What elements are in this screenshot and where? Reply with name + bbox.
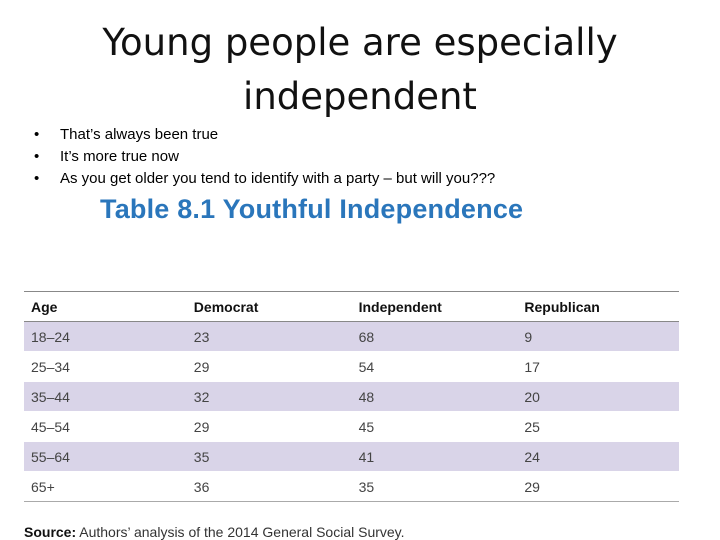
cell-republican: 20 bbox=[517, 381, 679, 412]
table-row: 55–64 35 41 24 bbox=[24, 441, 679, 472]
table-row: 18–24 23 68 9 bbox=[24, 321, 679, 352]
table-row: 35–44 32 48 20 bbox=[24, 381, 679, 412]
header-age: Age bbox=[24, 291, 187, 322]
table-row: 65+ 36 35 29 bbox=[24, 471, 679, 502]
cell-independent: 68 bbox=[351, 321, 518, 352]
bullet-list: That’s always been true It’s more true n… bbox=[32, 124, 495, 190]
header-independent: Independent bbox=[351, 291, 518, 322]
slide-title-line-2: independent bbox=[243, 75, 477, 118]
cell-independent: 54 bbox=[351, 351, 518, 382]
cell-age: 65+ bbox=[24, 471, 187, 502]
header-democrat: Democrat bbox=[186, 291, 352, 322]
cell-democrat: 29 bbox=[186, 351, 352, 382]
slide-title-line-1: Young people are especially bbox=[102, 21, 618, 64]
cell-republican: 24 bbox=[517, 441, 679, 472]
cell-age: 25–34 bbox=[24, 351, 187, 382]
cell-age: 35–44 bbox=[24, 381, 187, 412]
cell-democrat: 36 bbox=[186, 471, 352, 502]
cell-independent: 41 bbox=[351, 441, 518, 472]
cell-democrat: 35 bbox=[186, 441, 352, 472]
source-label: Source: bbox=[24, 524, 77, 540]
table-row: 45–54 29 45 25 bbox=[24, 411, 679, 442]
cell-democrat: 23 bbox=[186, 321, 352, 352]
table-header-row: Age Democrat Independent Republican bbox=[24, 291, 679, 322]
table-title: Table 8.1 Youthful Independence bbox=[100, 194, 524, 224]
cell-democrat: 29 bbox=[186, 411, 352, 442]
cell-independent: 45 bbox=[351, 411, 518, 442]
bullet-item: It’s more true now bbox=[32, 146, 495, 168]
header-republican: Republican bbox=[517, 291, 679, 322]
bullet-item: That’s always been true bbox=[32, 124, 495, 146]
cell-republican: 29 bbox=[517, 471, 679, 502]
cell-age: 18–24 bbox=[24, 321, 187, 352]
cell-independent: 35 bbox=[351, 471, 518, 502]
table-row: 25–34 29 54 17 bbox=[24, 351, 679, 382]
cell-democrat: 32 bbox=[186, 381, 352, 412]
data-table: Age Democrat Independent Republican 18–2… bbox=[24, 291, 679, 502]
cell-republican: 25 bbox=[517, 411, 679, 442]
bullet-item: As you get older you tend to identify wi… bbox=[32, 168, 495, 190]
cell-independent: 48 bbox=[351, 381, 518, 412]
source-note: Source: Authors’ analysis of the 2014 Ge… bbox=[24, 524, 405, 540]
source-text: Authors’ analysis of the 2014 General So… bbox=[76, 524, 405, 540]
slide-title: Young people are especially independent bbox=[60, 16, 660, 124]
cell-republican: 9 bbox=[517, 321, 679, 352]
cell-republican: 17 bbox=[517, 351, 679, 382]
cell-age: 55–64 bbox=[24, 441, 187, 472]
cell-age: 45–54 bbox=[24, 411, 187, 442]
